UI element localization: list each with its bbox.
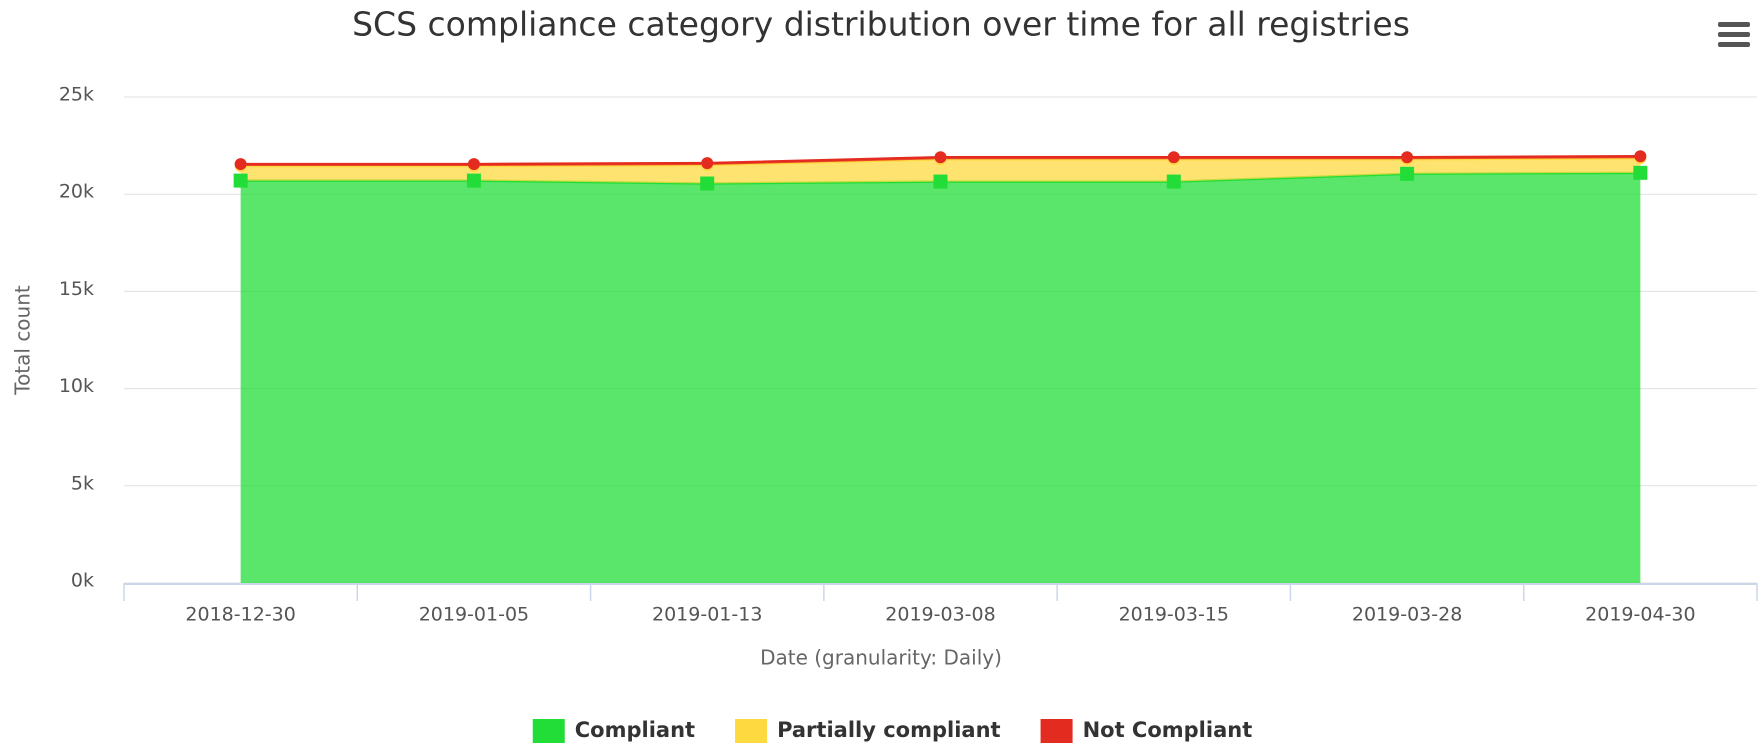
y-tick-label: 0k	[71, 570, 94, 592]
legend-label: Compliant	[575, 718, 695, 742]
x-tick-label: 2018-12-30	[185, 604, 295, 626]
legend: Compliant Partially compliant Not Complian…	[532, 718, 1253, 743]
marker	[466, 173, 481, 188]
y-tick-label: 10k	[59, 375, 94, 397]
marker	[1401, 151, 1414, 164]
markers	[233, 150, 1648, 191]
legend-swatch	[735, 719, 768, 743]
area	[240, 158, 1641, 184]
marker	[234, 158, 247, 171]
menu-icon[interactable]	[1718, 22, 1750, 47]
legend-swatch	[1040, 719, 1073, 743]
x-tick-label: 2019-03-28	[1352, 604, 1462, 626]
menu-bar[interactable]	[1718, 42, 1750, 47]
y-tick-label: 20k	[59, 181, 94, 203]
legend-label: Partially compliant	[777, 718, 1001, 742]
marker	[700, 176, 715, 191]
legend-label: Not Compliant	[1083, 718, 1253, 742]
marker	[934, 151, 947, 164]
marker	[467, 158, 480, 171]
menu-bar[interactable]	[1718, 32, 1750, 37]
legend-swatch	[532, 719, 565, 743]
marker	[1633, 165, 1648, 180]
menu-bar[interactable]	[1718, 22, 1750, 27]
x-axis-title: Date (granularity: Daily)	[760, 646, 1002, 670]
y-tick-label: 5k	[71, 472, 94, 494]
marker	[1400, 166, 1415, 181]
x-tick-label: 2019-01-13	[652, 604, 762, 626]
marker	[1166, 174, 1181, 189]
y-axis-title: Total count	[11, 285, 35, 396]
marker	[701, 157, 714, 170]
y-tick-label: 15k	[59, 278, 94, 300]
areas	[240, 155, 1641, 584]
marker	[1167, 151, 1180, 164]
x-tick-label: 2019-03-15	[1119, 604, 1229, 626]
x-tick-label: 2019-01-05	[419, 604, 529, 626]
y-tick-label: 25k	[59, 84, 94, 106]
area	[240, 172, 1641, 584]
marker	[933, 174, 948, 189]
x-tick-label: 2019-04-30	[1585, 604, 1695, 626]
marker	[233, 173, 248, 188]
chart-title: SCS compliance category distribution ove…	[352, 5, 1410, 44]
x-tick-label: 2019-03-08	[885, 604, 995, 626]
marker	[1634, 150, 1647, 163]
